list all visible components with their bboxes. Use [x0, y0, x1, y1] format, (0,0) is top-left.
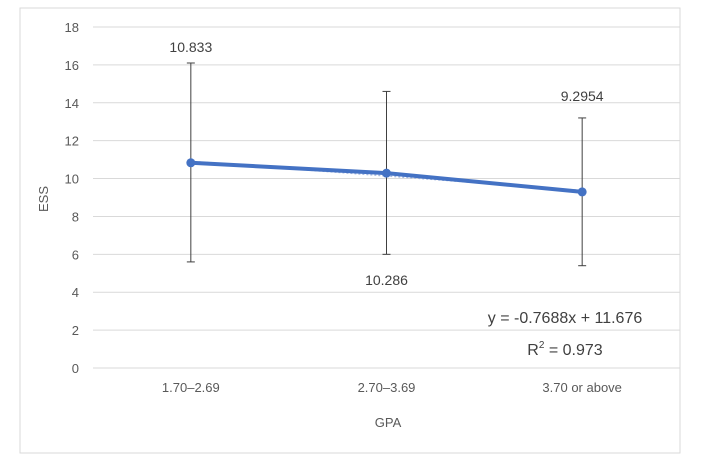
x-tick-label: 2.70–3.69 — [358, 380, 416, 395]
y-tick-label: 0 — [72, 361, 79, 376]
y-tick-label: 16 — [65, 58, 79, 73]
y-tick-label: 6 — [72, 247, 79, 262]
trendline-equation: y = -0.7688x + 11.676 — [488, 310, 643, 327]
y-tick-label: 8 — [72, 209, 79, 224]
data-labels: 10.833 10.286 9.2954 — [169, 39, 603, 288]
y-tick-label: 18 — [65, 20, 79, 35]
y-tick-label: 12 — [65, 134, 79, 149]
data-label: 9.2954 — [561, 88, 604, 104]
x-tick-label: 1.70–2.69 — [162, 380, 220, 395]
series-group — [186, 158, 587, 197]
data-point — [382, 168, 391, 178]
chart-frame — [19, 7, 681, 454]
y-tick-label: 4 — [72, 285, 79, 300]
data-point — [186, 158, 196, 168]
data-label: 10.286 — [365, 272, 408, 288]
data-label: 10.833 — [169, 39, 212, 55]
y-tick-label: 10 — [65, 172, 79, 187]
y-tick-label: 14 — [65, 96, 79, 111]
y-tick-label: 2 — [72, 323, 79, 338]
x-axis-tick-labels: 1.70–2.69 2.70–3.69 3.70 or above — [162, 380, 622, 395]
y-axis-tick-labels: 0 2 4 6 8 10 12 14 16 18 — [65, 20, 79, 376]
data-point — [577, 187, 587, 197]
x-tick-label: 3.70 or above — [542, 380, 622, 395]
trendline-r-squared: R2 = 0.973 — [527, 340, 603, 359]
y-axis-title: ESS — [36, 186, 51, 212]
x-axis-title: GPA — [375, 415, 402, 430]
